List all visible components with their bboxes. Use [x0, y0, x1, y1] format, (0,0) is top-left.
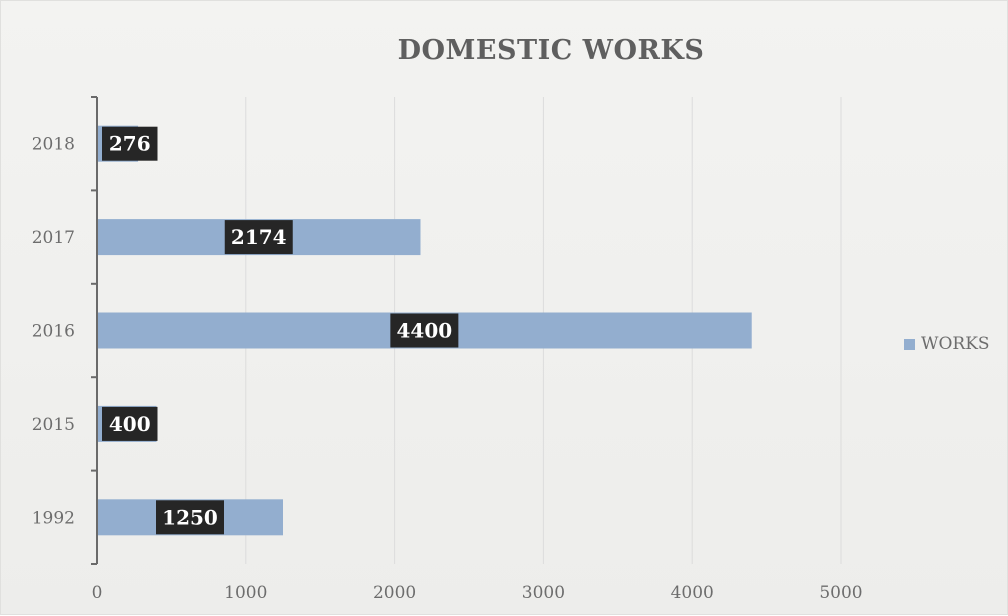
legend-label: WORKS [921, 334, 990, 354]
y-category-label: 2018 [32, 135, 75, 155]
data-label: 4400 [397, 319, 453, 343]
x-tick-label: 2000 [373, 583, 416, 603]
x-tick-label: 5000 [819, 583, 862, 603]
y-category-label: 2016 [32, 322, 75, 342]
data-label: 2174 [231, 225, 287, 249]
legend-swatch [904, 339, 915, 350]
data-label: 276 [109, 132, 151, 156]
x-tick-label: 4000 [671, 583, 714, 603]
legend: WORKS [904, 334, 990, 354]
x-tick-label: 0 [92, 583, 103, 603]
data-label: 1250 [162, 505, 218, 529]
y-category-label: 1992 [32, 508, 75, 528]
x-tick-label: 1000 [224, 583, 267, 603]
y-category-label: 2017 [32, 228, 75, 248]
x-tick-label: 3000 [522, 583, 565, 603]
y-category-label: 2015 [32, 415, 75, 435]
data-label: 400 [109, 412, 151, 436]
